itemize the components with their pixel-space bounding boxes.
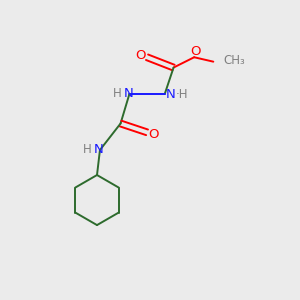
Text: N: N bbox=[94, 143, 103, 156]
Text: O: O bbox=[148, 128, 159, 141]
Text: N: N bbox=[166, 88, 176, 101]
Text: H: H bbox=[112, 87, 122, 100]
Text: O: O bbox=[135, 49, 146, 62]
Text: ·H: ·H bbox=[176, 88, 189, 101]
Text: N: N bbox=[124, 87, 134, 100]
Text: H: H bbox=[82, 143, 91, 156]
Text: O: O bbox=[190, 45, 201, 58]
Text: CH₃: CH₃ bbox=[224, 54, 245, 67]
